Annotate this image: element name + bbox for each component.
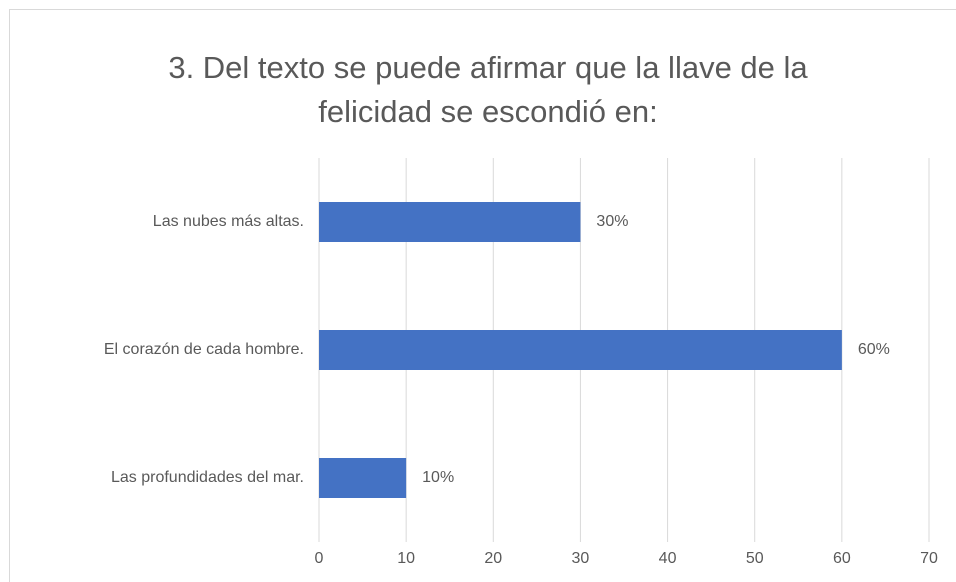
y-tick-label: Las profundidades del mar. (111, 469, 304, 486)
x-tick-label: 70 (920, 550, 938, 567)
x-tick-label: 60 (833, 550, 851, 567)
bar (319, 202, 581, 242)
y-tick-label: El corazón de cada hombre. (104, 341, 304, 358)
y-tick-label: Las nubes más altas. (153, 213, 304, 230)
data-label: 60% (858, 341, 890, 358)
x-tick-label: 50 (746, 550, 764, 567)
x-tick-label: 20 (484, 550, 502, 567)
x-tick-label: 30 (572, 550, 590, 567)
data-label: 30% (596, 213, 628, 230)
chart-title: 3. Del texto se puede afirmar que la lla… (168, 50, 808, 85)
x-tick-label: 40 (659, 550, 677, 567)
chart-title: felicidad se escondió en: (318, 94, 658, 129)
data-label: 10% (422, 469, 454, 486)
bar (319, 330, 842, 370)
x-tick-label: 10 (397, 550, 415, 567)
chart-border (9, 9, 956, 582)
bar (319, 458, 407, 498)
x-tick-label: 0 (315, 550, 324, 567)
